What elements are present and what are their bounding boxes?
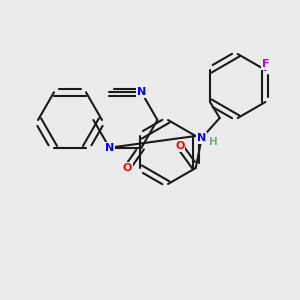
Text: H: H	[209, 137, 218, 147]
Text: F: F	[262, 59, 269, 69]
Text: O: O	[123, 163, 132, 173]
Text: N: N	[137, 87, 146, 97]
Text: N: N	[105, 143, 114, 153]
Text: O: O	[175, 141, 184, 151]
Text: N: N	[197, 133, 206, 143]
